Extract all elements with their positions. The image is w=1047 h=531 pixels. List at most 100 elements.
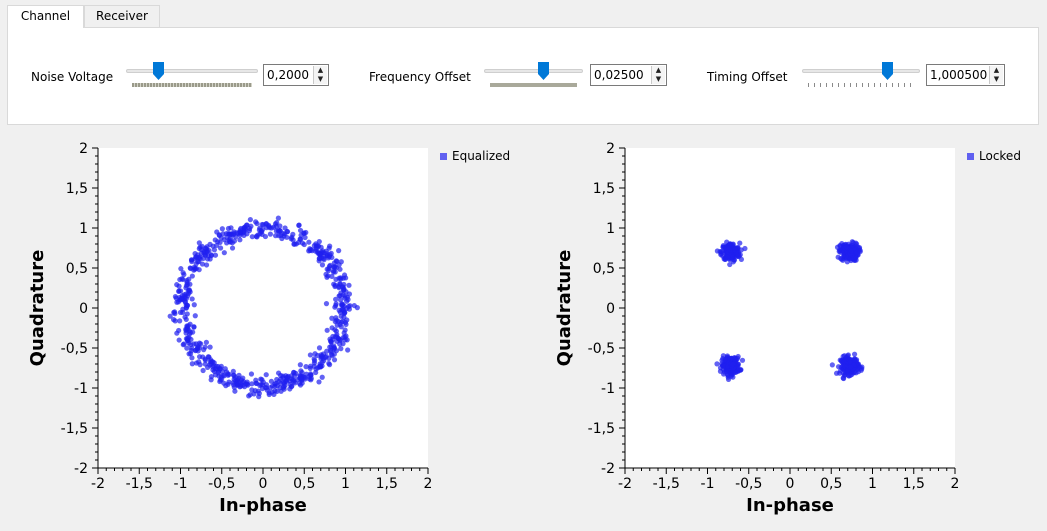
scatter-point	[192, 313, 198, 319]
scatter-point	[346, 291, 353, 297]
scatter-point	[297, 382, 304, 388]
scatter-point	[257, 225, 263, 231]
x-tick-label: -2	[91, 476, 105, 492]
scatter-point	[272, 233, 279, 239]
scatter-point	[332, 283, 338, 290]
y-tick-label: 2	[79, 141, 88, 157]
scatter-point	[221, 380, 227, 386]
scatter-point	[853, 370, 859, 376]
scatter-point	[201, 250, 207, 256]
scatter-point	[836, 248, 842, 255]
x-axis-title: In-phase	[219, 495, 307, 516]
scatter-point	[177, 318, 183, 324]
scatter-point	[177, 309, 184, 316]
scatter-point	[203, 339, 209, 345]
legend-label: Locked	[979, 149, 1021, 163]
y-tick-label: -1,5	[61, 421, 88, 437]
y-tick-label: -1,5	[588, 421, 615, 437]
scatter-point	[183, 327, 189, 333]
scatter-point	[267, 231, 273, 237]
noise-voltage-value[interactable]: 0,2000	[267, 68, 309, 82]
scatter-point	[283, 378, 289, 385]
scatter-point	[303, 229, 309, 236]
scatter-point	[313, 241, 319, 247]
scatter-point	[848, 248, 855, 254]
tab-channel[interactable]: Channel	[7, 5, 84, 28]
y-axis-title: Quadrature	[554, 250, 575, 367]
locked-constellation-plot: -2 -1,5 -1 -0,5 0 0,5 1 1,5 2 2 1,5 1 0,5 0 -0,5 -1 -1,5…	[525, 135, 1045, 531]
frequency-offset-spinbox[interactable]: 0,02500 ▲ ▼	[590, 64, 667, 86]
scatter-point	[850, 239, 856, 246]
scatter-point	[232, 388, 238, 394]
noise-voltage-spinbox[interactable]: 0,2000 ▲ ▼	[263, 64, 329, 86]
legend-marker	[967, 153, 974, 160]
scatter-point	[734, 253, 741, 259]
timing-offset-spinbox[interactable]: 1,000500 ▲ ▼	[926, 64, 1005, 86]
slider-handle[interactable]	[882, 62, 894, 80]
slider-handle[interactable]	[537, 62, 549, 80]
scatter-point	[191, 302, 197, 308]
frequency-offset-slider[interactable]	[484, 61, 583, 91]
scatter-point	[257, 231, 263, 237]
scatter-point	[345, 296, 351, 303]
scatter-point	[182, 299, 189, 305]
legend-label: Equalized	[452, 149, 511, 163]
timing-offset-slider[interactable]	[802, 61, 920, 91]
scatter-point	[714, 361, 720, 367]
scatter-point	[173, 295, 179, 301]
scatter-point	[253, 233, 259, 239]
scatter-point	[345, 347, 351, 353]
scatter-point	[197, 244, 203, 250]
scatter-point	[208, 373, 215, 380]
scatter-point	[311, 360, 317, 366]
scatter-point	[841, 353, 848, 359]
scatter-point	[714, 248, 720, 254]
scatter-point	[727, 261, 733, 268]
scatter-point	[263, 372, 269, 378]
scatter-point	[730, 241, 736, 247]
scatter-point	[307, 363, 314, 369]
frequency-offset-value[interactable]: 0,02500	[594, 68, 644, 82]
scatter-point	[316, 345, 323, 351]
scatter-point	[195, 252, 201, 258]
channel-panel	[7, 27, 1039, 125]
plot-area	[98, 148, 428, 468]
scatter-point	[216, 232, 222, 238]
spin-down-icon[interactable]: ▼	[314, 75, 327, 84]
y-tick-label: -0,5	[61, 341, 88, 357]
scatter-points	[714, 239, 865, 383]
noise-voltage-slider[interactable]	[126, 61, 258, 91]
scatter-point	[248, 371, 255, 377]
slider-handle[interactable]	[152, 62, 164, 80]
scatter-point	[267, 385, 273, 391]
scatter-point	[217, 239, 223, 245]
scatter-point	[237, 384, 243, 390]
scatter-point	[326, 360, 332, 367]
timing-offset-value[interactable]: 1,000500	[930, 68, 988, 82]
scatter-point	[176, 283, 182, 289]
x-tick-label: 0,5	[820, 476, 842, 492]
scatter-point	[725, 374, 731, 380]
scatter-point	[257, 382, 263, 389]
scatter-point	[338, 302, 345, 308]
scatter-point	[319, 353, 325, 359]
plot-area	[625, 148, 955, 468]
scatter-point	[307, 352, 313, 358]
scatter-point	[202, 357, 209, 363]
scatter-point	[316, 258, 322, 264]
legend-marker	[440, 153, 447, 160]
scatter-point	[302, 234, 308, 241]
scatter-point	[315, 250, 321, 256]
spin-down-icon[interactable]: ▼	[990, 75, 1003, 84]
slider-groove	[802, 69, 920, 73]
scatter-point	[188, 342, 194, 348]
scatter-point	[333, 348, 340, 354]
scatter-point	[854, 249, 860, 255]
scatter-point	[176, 327, 182, 334]
scatter-point	[204, 244, 210, 250]
scatter-point	[192, 347, 198, 354]
spin-down-icon[interactable]: ▼	[652, 75, 665, 84]
scatter-point	[197, 362, 203, 368]
tab-receiver[interactable]: Receiver	[84, 5, 160, 27]
scatter-point	[324, 348, 330, 354]
